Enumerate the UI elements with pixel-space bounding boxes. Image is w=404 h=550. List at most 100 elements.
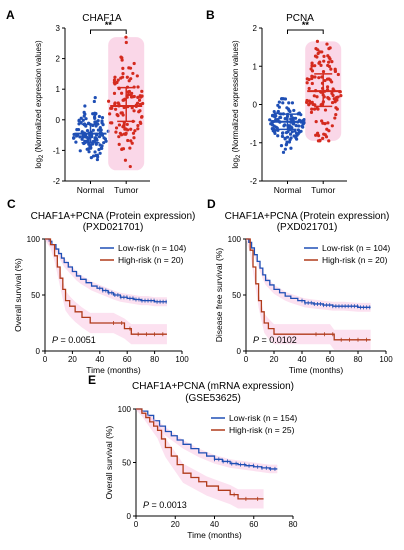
panel-c-title: CHAF1A+PCNA (Protein expression) bbox=[31, 211, 196, 222]
tumor-point bbox=[313, 103, 317, 107]
normal-point bbox=[281, 150, 286, 154]
normal-point bbox=[101, 122, 105, 127]
tumor-point bbox=[127, 66, 131, 70]
y-axis-label: log2 (Normalized expression values) bbox=[231, 40, 242, 169]
tumor-point bbox=[136, 85, 140, 89]
tumor-point bbox=[117, 142, 121, 146]
tumor-point bbox=[112, 78, 117, 82]
x-tick-label: 20 bbox=[171, 520, 180, 529]
normal-point bbox=[96, 128, 101, 132]
panel-d-subtitle: (PXD021701) bbox=[277, 222, 338, 233]
x-tick-label: 100 bbox=[175, 355, 189, 364]
tumor-point bbox=[132, 136, 136, 140]
tumor-point bbox=[121, 75, 125, 79]
panel-d-title: CHAF1A+PCNA (Protein expression) bbox=[225, 211, 390, 222]
tumor-point bbox=[127, 89, 131, 94]
normal-point bbox=[72, 136, 76, 140]
normal-point bbox=[287, 101, 291, 105]
tumor-point bbox=[326, 121, 330, 125]
tumor-point bbox=[336, 72, 340, 77]
normal-point bbox=[270, 123, 275, 127]
tumor-point bbox=[307, 86, 311, 91]
y-axis-label: Overall survival (%) bbox=[13, 258, 23, 332]
x-tick-label: 20 bbox=[270, 355, 279, 364]
normal-point bbox=[89, 156, 93, 160]
high-risk-curve bbox=[246, 238, 371, 341]
panel-letter-e: E bbox=[88, 373, 96, 387]
tumor-point bbox=[132, 109, 136, 113]
tumor-point bbox=[332, 97, 336, 101]
tumor-point bbox=[310, 76, 314, 81]
tumor-point bbox=[325, 85, 330, 89]
normal-point bbox=[97, 147, 101, 152]
tumor-point bbox=[327, 60, 331, 64]
tumor-point bbox=[313, 75, 317, 79]
high-risk-curve bbox=[136, 408, 264, 500]
panel-letter-c: C bbox=[7, 197, 16, 211]
normal-point bbox=[89, 143, 93, 147]
tumor-point bbox=[112, 91, 117, 95]
tumor-point bbox=[131, 71, 135, 76]
normal-point bbox=[85, 147, 89, 151]
y-axis-label: Overall survival (%) bbox=[104, 425, 114, 499]
tumor-point bbox=[338, 90, 342, 94]
panel-letter-b: B bbox=[206, 8, 215, 22]
tumor-point bbox=[121, 71, 125, 76]
normal-point bbox=[100, 115, 105, 120]
normal-point bbox=[95, 157, 100, 162]
tumor-point bbox=[327, 97, 331, 101]
y-tick-label: 2 bbox=[253, 24, 258, 33]
normal-point bbox=[93, 96, 97, 100]
tumor-point bbox=[323, 122, 327, 126]
normal-point bbox=[91, 128, 95, 132]
x-tick-label: 40 bbox=[210, 520, 219, 529]
normal-point bbox=[100, 146, 104, 150]
normal-point bbox=[104, 139, 108, 143]
legend-label: Low-risk (n = 104) bbox=[118, 243, 186, 253]
tumor-point bbox=[327, 129, 331, 133]
normal-point bbox=[296, 128, 301, 132]
normal-point bbox=[93, 136, 97, 141]
normal-point bbox=[87, 150, 91, 154]
normal-point bbox=[297, 124, 301, 128]
normal-point bbox=[288, 109, 292, 114]
normal-point bbox=[82, 110, 86, 114]
normal-point bbox=[85, 129, 90, 133]
panel-e-subtitle: (GSE53625) bbox=[185, 393, 241, 404]
normal-point bbox=[78, 149, 82, 153]
y-tick-label: -1 bbox=[53, 146, 61, 155]
y-tick-label: -2 bbox=[53, 177, 61, 186]
tumor-point bbox=[330, 100, 335, 105]
x-axis-label: Time (months) bbox=[289, 365, 344, 375]
normal-point bbox=[74, 140, 78, 144]
tumor-point bbox=[331, 87, 335, 91]
tumor-point bbox=[120, 58, 124, 62]
normal-point bbox=[289, 146, 293, 150]
normal-point bbox=[279, 115, 283, 120]
tumor-point bbox=[315, 39, 320, 43]
tumor-point bbox=[124, 35, 128, 39]
tumor-point bbox=[315, 95, 319, 99]
normal-point bbox=[281, 101, 285, 105]
tumor-point bbox=[330, 91, 334, 95]
plots-layer: -2 -1 0 1 2 3 log2 (Normalized expression valu… bbox=[13, 20, 393, 540]
normal-point bbox=[299, 129, 303, 133]
ci-band bbox=[45, 239, 167, 307]
normal-point bbox=[296, 132, 300, 136]
y-tick-label: 50 bbox=[122, 459, 131, 468]
tumor-point bbox=[330, 60, 334, 64]
x-tick-label: 0 bbox=[134, 520, 139, 529]
normal-point bbox=[93, 111, 97, 115]
normal-point bbox=[276, 117, 280, 122]
normal-point bbox=[292, 108, 296, 113]
normal-point bbox=[102, 141, 106, 145]
x-axis-label: Time (months) bbox=[187, 530, 242, 540]
normal-point bbox=[294, 136, 298, 140]
normal-point bbox=[82, 114, 86, 118]
y-tick-label: 50 bbox=[232, 291, 241, 300]
tumor-point bbox=[316, 134, 321, 138]
y-tick-label: -2 bbox=[250, 177, 258, 186]
tumor-point bbox=[131, 131, 136, 135]
tumor-point bbox=[313, 64, 317, 68]
